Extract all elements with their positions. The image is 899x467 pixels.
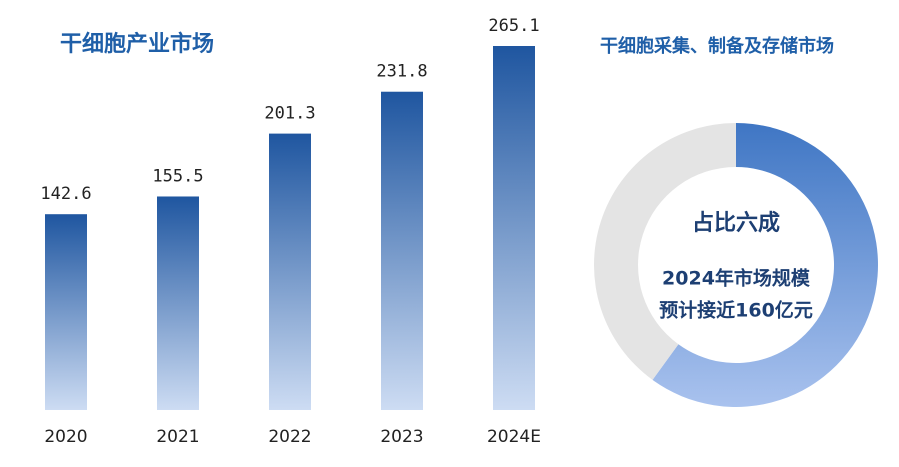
bar (493, 46, 535, 410)
value-label: 265.1 (488, 16, 539, 36)
donut-segment (652, 123, 878, 408)
donut-segment (593, 123, 736, 380)
donut-title: 干细胞采集、制备及存储市场 (600, 35, 834, 57)
x-tick-label: 2021 (156, 427, 199, 447)
center-text: 预计接近160亿元 (659, 299, 813, 322)
value-label: 155.5 (152, 166, 203, 186)
x-tick-label: 2024E (487, 427, 541, 447)
value-label: 201.3 (264, 104, 315, 124)
x-tick-label: 2023 (380, 427, 423, 447)
bar-title: 干细胞产业市场 (60, 31, 214, 57)
bar (45, 214, 87, 410)
center-text: 占比六成 (692, 211, 780, 236)
bar (269, 133, 311, 410)
value-label: 142.6 (40, 184, 91, 204)
value-label: 231.8 (376, 62, 427, 82)
x-tick-label: 2022 (268, 427, 311, 447)
bar (381, 91, 423, 411)
x-tick-label: 2020 (44, 427, 87, 447)
center-text: 2024年市场规模 (662, 267, 811, 290)
bar (157, 196, 199, 410)
